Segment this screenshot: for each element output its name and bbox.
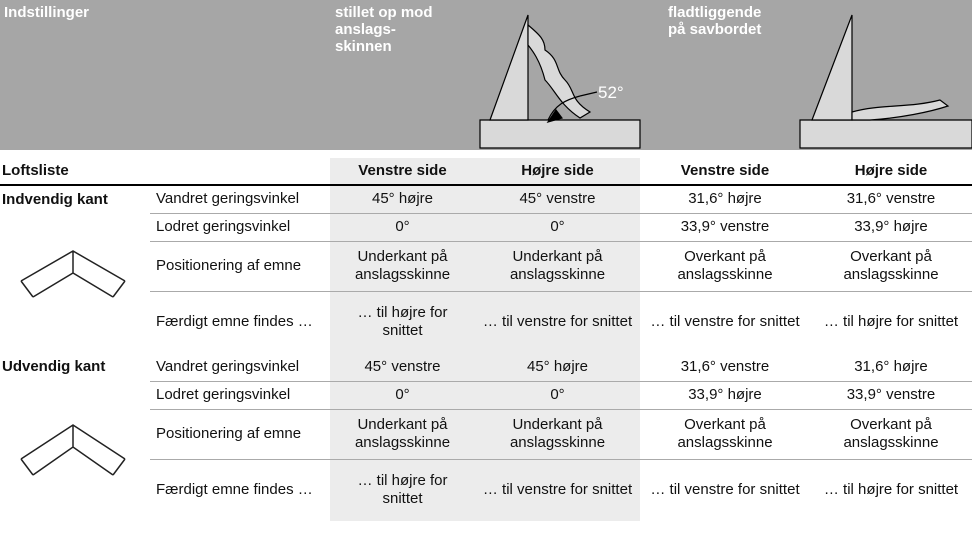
row-label: Færdigt emne findes … xyxy=(150,458,330,521)
column-header: Højre side xyxy=(475,158,640,186)
row-label: Vandret geringsvinkel xyxy=(156,190,300,208)
value-cell: 33,9° højre xyxy=(810,212,972,241)
value-cell: 31,6° venstre xyxy=(680,357,770,375)
value-cell: Overkant på anslagsskinne xyxy=(640,240,810,291)
molding xyxy=(527,23,592,119)
column-header: Venstre side xyxy=(330,158,475,186)
fence xyxy=(489,14,529,121)
saw-table xyxy=(799,119,972,149)
header-drawings: 52° xyxy=(479,14,972,149)
value-cell: Overkant på anslagsskinne xyxy=(810,240,972,291)
section-icon xyxy=(0,381,150,521)
row-label: Positionering af emne xyxy=(150,240,330,291)
column-header: Venstre side xyxy=(640,158,810,186)
table-row: Udvendig kant Vandret geringsvinkel 45° ve… xyxy=(0,353,972,381)
value-cell: 31,6° venstre xyxy=(846,190,936,208)
value-cell: Underkant på anslagsskinne xyxy=(330,408,475,459)
leader xyxy=(579,91,598,97)
row-label: Positionering af emne xyxy=(150,408,330,459)
table-row: Færdigt emne findes …… til højre for sni… xyxy=(0,290,972,353)
value-cell: 45° højre xyxy=(475,353,640,381)
value-cell: 33,9° venstre xyxy=(640,212,810,241)
value-cell: Underkant på anslagsskinne xyxy=(475,240,640,291)
table-body: Loftsliste Venstre side Højre side Venstre … xyxy=(0,158,972,521)
group-label-line: fladtliggende xyxy=(668,4,762,21)
row-label: Lodret geringsvinkel xyxy=(150,212,330,241)
value-cell: 0° xyxy=(475,380,640,409)
value-cell: … til højre for snittet xyxy=(810,290,972,353)
value-cell: … til højre for snittet xyxy=(330,290,475,353)
value-cell: … til højre for snittet xyxy=(330,458,475,521)
saw-diagram-1 xyxy=(479,14,641,149)
group-label-line: på savbordet xyxy=(668,21,762,38)
header-row: Loftsliste Venstre side Højre side Venstre … xyxy=(0,158,972,186)
molding-icon xyxy=(20,249,126,298)
table-row: Positionering af emne Underkant på anslag… xyxy=(0,240,972,291)
value-cell: 45° venstre xyxy=(475,185,640,213)
group-label: stillet op mod anslags-skinnen xyxy=(335,4,433,55)
molding xyxy=(851,99,950,121)
molding-outline xyxy=(20,423,126,476)
value-cell: 33,9° venstre xyxy=(810,380,972,409)
table-row: Færdigt emne findes …… til højre for sni… xyxy=(0,458,972,521)
angle-label: 52° xyxy=(598,83,624,102)
row-label: Lodret geringsvinkel xyxy=(150,380,330,409)
row-label: Vandret geringsvinkel xyxy=(156,357,300,375)
table-row: Lodret geringsvinkel 0° 0° 33,9° venstre 33,… xyxy=(0,212,972,298)
saw-diagram-2 xyxy=(799,14,972,149)
value-cell: Overkant på anslagsskinne xyxy=(640,408,810,459)
value-cell: Underkant på anslagsskinne xyxy=(475,408,640,459)
value-cell: 31,6° højre xyxy=(854,357,928,375)
group-label-line: anslags- xyxy=(335,21,396,38)
table-row: Positionering af emne Underkant på anslag… xyxy=(0,408,972,459)
molding-outline xyxy=(20,249,126,298)
value-cell: 45° højre xyxy=(330,185,475,213)
section-title: Indvendig kant xyxy=(2,190,108,208)
value-cell: … til venstre for snittet xyxy=(640,290,810,353)
value-cell: … til venstre for snittet xyxy=(475,458,640,521)
value-cell: 45° venstre xyxy=(330,353,475,381)
value-cell: 0° xyxy=(475,212,640,241)
value-cell: … til venstre for snittet xyxy=(475,290,640,353)
angle-arc xyxy=(547,95,581,121)
molding-icon xyxy=(20,423,126,476)
table-row: Lodret geringsvinkel 0° 0° 33,9° højre 33,9°… xyxy=(0,380,972,476)
value-cell: Underkant på anslagsskinne xyxy=(330,240,475,291)
fence xyxy=(811,14,853,121)
group-label: fladtliggende på savbordet xyxy=(668,4,761,38)
value-cell: 0° xyxy=(330,380,475,409)
value-cell: 31,6° højre xyxy=(688,190,762,208)
header-title: Indstillinger xyxy=(4,4,90,21)
group-label-line: stillet op mod xyxy=(335,4,433,21)
table-row: Indvendig kant Vandret geringsvinkel 45° h… xyxy=(0,185,972,213)
value-cell: … til højre for snittet xyxy=(810,458,972,521)
section-icon xyxy=(0,213,150,353)
column-header: Højre side xyxy=(810,158,972,186)
header-band: 52° Indstillinger stillet op mod anslags-… xyxy=(0,0,972,150)
arrow xyxy=(546,108,564,124)
value-cell: 0° xyxy=(330,212,475,241)
settings-table: Loftsliste Venstre side Højre side Venstre … xyxy=(0,158,972,521)
value-cell: 33,9° højre xyxy=(640,380,810,409)
saw-table xyxy=(479,119,641,149)
value-cell: … til venstre for snittet xyxy=(640,458,810,521)
row-label: Færdigt emne findes … xyxy=(150,290,330,353)
group-label-line: skinnen xyxy=(335,38,392,55)
value-cell: Overkant på anslagsskinne xyxy=(810,408,972,459)
section-title: Udvendig kant xyxy=(2,358,106,375)
header-label: Loftsliste xyxy=(0,158,330,186)
